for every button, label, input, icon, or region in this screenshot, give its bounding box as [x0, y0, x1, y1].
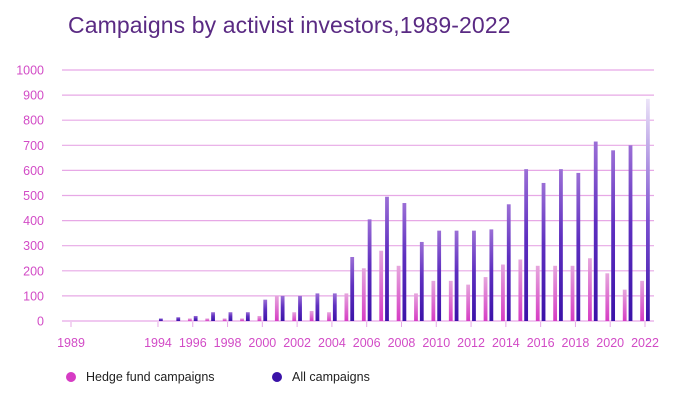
bar-all-2009 — [419, 241, 424, 321]
bar-hedge-fund-2011 — [448, 280, 453, 321]
bar-all-2021 — [628, 145, 633, 321]
x-tick-label-1996: 1996 — [179, 336, 207, 350]
y-tick-label-600: 600 — [23, 164, 44, 178]
y-tick-label-900: 900 — [23, 89, 44, 103]
bar-hedge-fund-2004 — [327, 312, 331, 321]
x-tick-label-2004: 2004 — [318, 336, 346, 350]
bar-all-2022 — [646, 98, 650, 322]
bar-all-2000 — [263, 299, 268, 321]
bar-all-1998 — [228, 312, 233, 321]
y-tick-label-800: 800 — [23, 114, 44, 128]
bar-hedge-fund-2014 — [501, 264, 505, 321]
bar-hedge-fund-2015 — [518, 259, 523, 321]
y-tick-label-500: 500 — [23, 189, 44, 203]
bar-hedge-fund-2021 — [622, 289, 627, 321]
chart-title: Campaigns by activist investors,1989-202… — [68, 12, 511, 38]
x-tick-label-2014: 2014 — [492, 336, 520, 350]
bar-all-1995 — [176, 317, 181, 321]
bar-all-2019 — [593, 141, 598, 321]
x-tick-label-1989: 1989 — [57, 336, 85, 350]
gridlines — [62, 69, 654, 322]
bar-all-2013 — [489, 229, 494, 321]
x-tick-label-2020: 2020 — [596, 336, 624, 350]
bar-all-2010 — [437, 230, 442, 321]
bar-all-2016 — [541, 182, 546, 321]
y-tick-label-0: 0 — [37, 315, 44, 329]
bar-hedge-fund-2003 — [309, 310, 314, 321]
bar-hedge-fund-2013 — [483, 277, 488, 321]
bar-all-2006 — [367, 219, 372, 321]
legend-swatch-hedge-fund — [66, 372, 76, 382]
bar-hedge-fund-1996 — [187, 318, 192, 321]
bar-hedge-fund-2016 — [535, 265, 540, 321]
bar-all-1996 — [193, 315, 198, 321]
bar-all-2011 — [454, 230, 459, 321]
y-tick-label-700: 700 — [23, 139, 44, 153]
bar-hedge-fund-1997 — [205, 318, 210, 321]
bar-all-2020 — [611, 150, 616, 321]
bar-hedge-fund-2018 — [570, 265, 575, 321]
x-tick-label-2006: 2006 — [353, 336, 381, 350]
bar-all-2007 — [385, 196, 389, 321]
x-axis: 1989 1994 1996 1998 2000 2002 2004 2006 2008 2010… — [57, 322, 659, 350]
bar-all-1997 — [211, 312, 215, 321]
bar-hedge-fund-2007 — [379, 250, 384, 321]
bar-hedge-fund-2009 — [414, 293, 418, 321]
x-tick-label-2000: 2000 — [248, 336, 276, 350]
bar-all-2014 — [506, 204, 511, 321]
bar-hedge-fund-2000 — [257, 315, 262, 321]
bar-hedge-fund-1998 — [222, 318, 227, 321]
y-tick-label-300: 300 — [23, 239, 44, 253]
bar-all-2018 — [576, 172, 581, 321]
x-tick-label-2010: 2010 — [422, 336, 450, 350]
bar-all-2017 — [559, 169, 563, 321]
bar-hedge-fund-2020 — [605, 273, 610, 321]
bar-all-1994 — [158, 318, 163, 321]
bar-hedge-fund-2022 — [640, 280, 644, 321]
x-tick-label-2016: 2016 — [527, 336, 555, 350]
bar-hedge-fund-2005 — [344, 293, 349, 321]
legend-label-hedge-fund: Hedge fund campaigns — [86, 370, 215, 384]
legend-item-hedge-fund: Hedge fund campaigns — [66, 370, 215, 384]
x-tick-label-1998: 1998 — [214, 336, 242, 350]
bar-hedge-fund-2012 — [466, 284, 471, 321]
y-tick-label-100: 100 — [23, 289, 44, 303]
bar-all-1999 — [245, 312, 250, 321]
bar-hedge-fund-2017 — [553, 265, 558, 321]
bar-hedge-fund-2006 — [361, 268, 366, 321]
x-tick-label-2022: 2022 — [631, 336, 659, 350]
x-tick-label-1994: 1994 — [144, 336, 172, 350]
x-tick-label-2002: 2002 — [283, 336, 311, 350]
bar-all-2002 — [298, 295, 302, 321]
bar-all-2003 — [315, 293, 320, 321]
y-axis: 0 100 200 300 400 500 600 700 800 900 1000 — [16, 64, 44, 329]
bar-all-2001 — [280, 295, 285, 321]
x-tick-label-2008: 2008 — [388, 336, 416, 350]
bar-all-2015 — [524, 169, 529, 321]
bar-all-2004 — [332, 293, 337, 321]
bar-hedge-fund-1999 — [240, 318, 244, 321]
y-tick-label-400: 400 — [23, 214, 44, 228]
bar-hedge-fund-2019 — [588, 258, 592, 321]
x-tick-label-2018: 2018 — [562, 336, 590, 350]
bar-all-2012 — [472, 230, 476, 321]
bar-hedge-fund-2001 — [274, 295, 279, 321]
legend-label-all: All campaigns — [292, 370, 370, 384]
bar-all-2005 — [350, 256, 355, 321]
legend-swatch-all — [272, 372, 282, 382]
bar-hedge-fund-2008 — [396, 265, 401, 321]
legend-item-all: All campaigns — [272, 370, 370, 384]
x-tick-label-2012: 2012 — [457, 336, 485, 350]
bars — [158, 98, 650, 322]
bar-all-2008 — [402, 203, 407, 321]
bar-hedge-fund-2010 — [431, 280, 436, 321]
bar-hedge-fund-2002 — [292, 312, 297, 321]
y-tick-label-1000: 1000 — [16, 64, 44, 78]
y-tick-label-200: 200 — [23, 264, 44, 278]
